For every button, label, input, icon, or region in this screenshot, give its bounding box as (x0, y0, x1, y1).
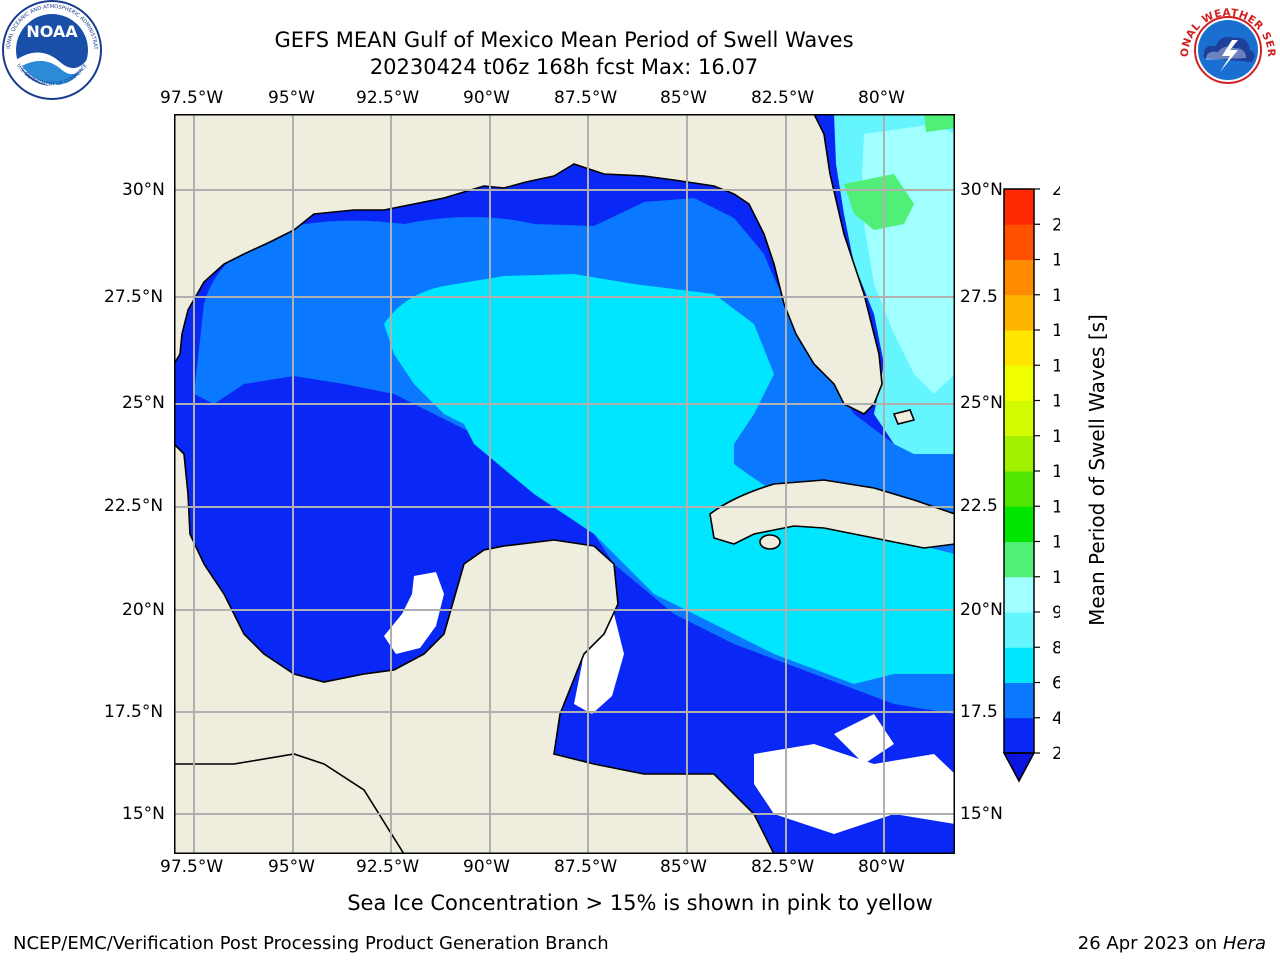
lat-label-left-6: 15°N (122, 804, 165, 824)
lon-label-bottom-5: 85°W (660, 857, 707, 877)
footer-note: Sea Ice Concentration > 15% is shown in … (347, 891, 933, 915)
colorbar-tick-label: 2 (1052, 744, 1060, 764)
colorbar-segment (1004, 365, 1034, 401)
lat-label-left-1: 27.5°N (104, 287, 164, 307)
colorbar-tick-label: 9 (1052, 603, 1060, 623)
land-bahamas (892, 409, 916, 425)
land-mexico (173, 442, 776, 855)
colorbar-segment (1004, 576, 1034, 613)
lat-label-left-3: 22.5°N (104, 496, 164, 516)
colorbar-tick-label: 11 (1052, 533, 1060, 553)
colorbar-tick-label: 13 (1052, 462, 1060, 482)
lat-label-right-2: 25°N (960, 393, 1003, 413)
colorbar-label-wrap: Mean Period of Swell Waves [s] (1082, 186, 1112, 754)
lat-label-right-6: 15°N (960, 804, 1003, 824)
lon-label-top-5: 85°W (660, 88, 707, 108)
colorbar-segment (1004, 435, 1034, 472)
lon-label-bottom-4: 87.5°W (554, 857, 618, 877)
lat-label-right-5: 17.5 (960, 702, 998, 722)
colorbar-segment (1004, 541, 1034, 578)
colorbar-tick-label: 17 (1052, 321, 1060, 341)
colorbar-tick-label: 18 (1052, 286, 1060, 306)
noaa-logo-text: NOAA (26, 22, 78, 41)
colorbar-tick-label: 8 (1052, 638, 1060, 658)
colorbar-tick-label: 14 (1052, 427, 1060, 447)
map-subtitle: 20230424 t06z 168h fcst Max: 16.07 (369, 55, 759, 79)
lon-label-bottom-0: 97.5°W (160, 857, 224, 877)
map-panel[interactable] (173, 113, 956, 855)
lon-label-top-3: 90°W (463, 88, 510, 108)
lon-label-top-4: 87.5°W (554, 88, 618, 108)
colorbar-segment (1004, 189, 1034, 225)
colorbar-tick-label: 15 (1052, 392, 1060, 412)
colorbar-segment (1004, 612, 1034, 648)
footer-date-text: 26 Apr 2023 on (1077, 933, 1223, 954)
lat-label-left-4: 20°N (122, 600, 165, 620)
map-title: GEFS MEAN Gulf of Mexico Mean Period of … (274, 28, 854, 52)
lat-label-right-0: 30°N (960, 180, 1003, 200)
colorbar-segment (1004, 224, 1034, 260)
colorbar-under-arrow (1002, 752, 1036, 783)
colorbar-segment (1004, 400, 1034, 437)
lon-label-bottom-6: 82.5°W (751, 857, 815, 877)
lat-label-right-3: 22.5 (960, 496, 998, 516)
colorbar-segment (1004, 294, 1034, 331)
colorbar-label: Mean Period of Swell Waves [s] (1085, 314, 1109, 626)
lat-label-left-0: 30°N (122, 180, 165, 200)
colorbar-tick-label: 16 (1052, 356, 1060, 376)
swell-band-4-6 (384, 274, 955, 684)
lon-label-top-0: 97.5°W (160, 88, 224, 108)
lon-label-top-2: 92.5°W (356, 88, 420, 108)
lon-label-top-1: 95°W (268, 88, 315, 108)
colorbar-segment (1004, 330, 1034, 366)
colorbar-tick-label: 21 (1052, 186, 1060, 200)
footer-date: 26 Apr 2023 on Hera (1078, 933, 1266, 954)
noaa-logo-icon: NOAA NATIONAL OCEANIC AND ATMOSPHERIC AD… (0, 0, 104, 104)
colorbar-segment (1004, 647, 1034, 683)
lat-label-right-4: 20°N (960, 600, 1003, 620)
swell-band-9-10 (844, 114, 955, 230)
colorbar-segment (1004, 506, 1034, 542)
colorbar-segment (1004, 717, 1034, 754)
colorbar-tick-label: 4 (1052, 709, 1060, 729)
colorbar-segment (1004, 471, 1034, 507)
footer-branch: NCEP/EMC/Verification Post Processing Pr… (13, 933, 609, 954)
colorbar-segment (1004, 682, 1034, 719)
lon-label-bottom-3: 90°W (463, 857, 510, 877)
land-cuba (709, 479, 956, 549)
colorbar-tick-label: 6 (1052, 674, 1060, 694)
lon-label-top-7: 80°W (858, 88, 905, 108)
colorbar-tick-label: 19 (1052, 251, 1060, 271)
graticule (174, 114, 955, 854)
lat-label-left-5: 17.5°N (104, 702, 164, 722)
lon-label-bottom-7: 80°W (858, 857, 905, 877)
lon-label-bottom-2: 92.5°W (356, 857, 420, 877)
colorbar-tick-label: 20 (1052, 215, 1060, 235)
lat-label-left-2: 25°N (122, 393, 165, 413)
land-isla-juventud (759, 534, 781, 550)
lat-label-right-1: 27.5 (960, 287, 998, 307)
lon-label-bottom-1: 95°W (268, 857, 315, 877)
map-frame (174, 114, 955, 854)
footer-machine: Hera (1222, 933, 1266, 954)
colorbar-tick-label: 10 (1052, 568, 1060, 588)
colorbar-segment (1004, 259, 1034, 296)
colorbar: 2 4 6 8 9 10 11 12 13 14 15 16 17 18 19 20 21 (1000, 180, 1074, 786)
nws-logo-icon: NATIONAL WEATHER SERVICE (1171, 0, 1280, 104)
colorbar-tick-label: 12 (1052, 497, 1060, 517)
lon-label-top-6: 82.5°W (751, 88, 815, 108)
